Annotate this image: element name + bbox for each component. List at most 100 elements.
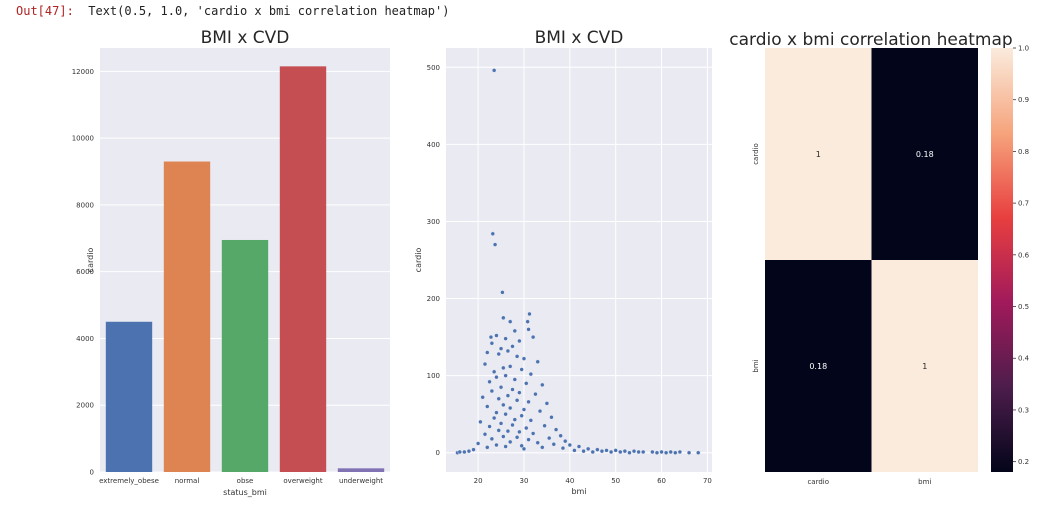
scatter-point [622,448,628,454]
scatter-point [595,447,600,452]
scatter-point [462,449,467,455]
scatter-point [663,450,669,455]
scatter-point [501,402,506,408]
scatter-point [514,398,520,403]
scatter-point [631,448,637,454]
scatter-point [498,346,504,351]
scatter-point [641,449,646,455]
heatmap-cell [871,260,978,472]
scatter-point [478,419,483,425]
heatmap-chart-title: cardio x bmi correlation heatmap [729,30,1012,50]
scatter-point [487,424,492,429]
scatter-point [576,444,582,449]
scatter-point [482,432,488,437]
scatter-y-tick-label: 0 [436,449,440,457]
scatter-point [491,68,497,73]
scatter-point [677,449,683,455]
scatter-point [524,381,529,386]
scatter-point [673,450,678,455]
scatter-point [503,336,508,341]
scatter-point [650,449,655,455]
heatmap-y-tick-label: cardio [752,143,760,165]
scatter-point [512,417,517,422]
scatter-point [501,365,506,371]
scatter-point [489,341,495,346]
scatter-point [471,447,476,452]
scatter-point [530,334,536,340]
scatter-point [510,344,515,349]
scatter-point [494,374,499,380]
scatter-point [482,361,488,367]
scatter-x-tick-label: 40 [565,477,574,485]
scatter-point [560,445,566,451]
bar-x-tick-label: overweight [283,477,322,485]
scatter-point [505,393,511,398]
scatter-point [508,319,513,324]
scatter-chart-title: BMI x CVD [535,28,624,48]
scatter-point [581,448,586,454]
colorbar-tick-label: 0.7 [1018,200,1029,208]
scatter-point [549,415,554,420]
scatter-point [668,449,673,455]
scatter-point [696,450,701,455]
colorbar-tick-label: 0.6 [1018,251,1030,259]
scatter-point [491,415,497,421]
scatter-point [496,428,501,433]
scatter-point [553,427,559,432]
scatter-point [498,421,504,426]
scatter-point [654,450,660,455]
bar-y-tick-label: 12000 [72,68,94,76]
scatter-point [599,448,605,454]
scatter-point [627,450,632,455]
scatter-x-tick-label: 20 [474,477,483,485]
scatter-point [512,328,517,334]
scatter-point [487,379,492,385]
bar-chart-title: BMI x CVD [201,28,290,48]
colorbar-tick-label: 0.9 [1018,96,1029,104]
scatter-point [489,388,495,394]
scatter-x-tick-label: 50 [611,477,620,485]
scatter-point [505,348,511,354]
heatmap-cell [871,48,978,260]
scatter-point [526,327,531,332]
scatter-point [517,390,522,395]
scatter-point [613,448,618,453]
output-line: Out[47]: Text(0.5, 1.0, 'cardio x bmi co… [16,4,449,18]
scatter-point [485,404,490,409]
scatter-point [636,449,641,455]
scatter-point [510,422,515,428]
scatter-point [489,436,495,442]
scatter-point [500,290,505,295]
bar-overweight [279,66,327,472]
scatter-point [563,438,568,444]
colorbar-tick-label: 0.8 [1018,148,1029,156]
scatter-y-tick-label: 500 [427,64,440,72]
heatmap-cell [765,260,872,472]
scatter-point [501,315,506,321]
scatter-point [490,231,495,236]
scatter-point [535,440,540,445]
scatter-point [498,385,504,390]
scatter-point [537,408,543,414]
bar-y-tick-label: 8000 [76,201,94,209]
scatter-point [491,369,497,374]
bar-y-tick-label: 0 [90,469,94,477]
scatter-point [530,431,536,436]
scatter-point [503,411,508,417]
scatter-point [512,377,517,382]
heatmap-cell-value: 0.18 [809,362,827,371]
scatter-point [535,359,540,364]
scatter-point [544,401,550,406]
colorbar-tick-label: 0.4 [1018,355,1030,363]
scatter-point [517,338,522,344]
heatmap-x-tick-label: bmi [918,478,931,486]
scatter-point [517,429,522,435]
scatter-point [590,449,595,455]
scatter-x-axis-label: bmi [571,487,586,496]
scatter-point [618,449,623,455]
scatter-point [505,428,511,434]
scatter-y-tick-label: 400 [427,141,440,149]
colorbar-tick-label: 1.0 [1018,45,1029,53]
scatter-point [521,446,527,452]
scatter-point [494,333,499,338]
